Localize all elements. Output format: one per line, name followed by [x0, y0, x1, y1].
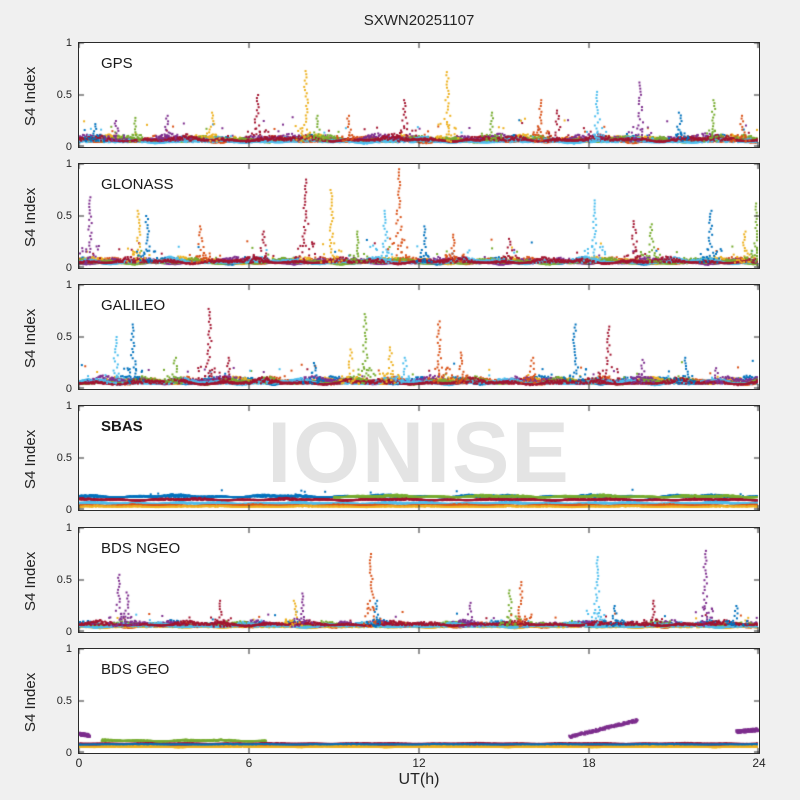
- x-tick-label: 12: [412, 756, 426, 770]
- subplot-bds-geo: BDS GEO: [78, 648, 760, 754]
- y-tick-label: 1: [65, 279, 72, 291]
- scatter-plot-bds-geo: [79, 649, 759, 753]
- panel-label-glonass: GLONASS: [101, 176, 174, 193]
- panel-label-sbas: SBAS: [101, 418, 143, 435]
- x-tick-label: 24: [752, 756, 766, 770]
- y-tick-label: 0: [65, 747, 72, 759]
- y-tick-label: 1: [65, 158, 72, 170]
- x-tick-label: 6: [245, 756, 253, 770]
- x-axis-label: UT(h): [398, 771, 440, 788]
- y-tick-label: 0: [65, 262, 72, 274]
- y-tick-label: 1: [65, 643, 72, 655]
- subplot-gps: GPS: [78, 42, 760, 148]
- scatter-plot-glonass: [79, 164, 759, 268]
- figure-title: SXWN20251107: [363, 12, 475, 29]
- y-tick-label: 1: [65, 522, 72, 534]
- panel-label-bds-ngeo: BDS NGEO: [101, 540, 181, 557]
- y-tick-label: 0: [65, 141, 72, 153]
- scatter-plot-galileo: [79, 285, 759, 389]
- subplot-sbas: IONISE SBAS: [78, 405, 760, 511]
- x-tick-label: 18: [582, 756, 596, 770]
- scatter-plot-bds-ngeo: [79, 528, 759, 632]
- panel-label-gps: GPS: [101, 55, 133, 72]
- subplot-glonass: GLONASS: [78, 163, 760, 269]
- panel-label-galileo: GALILEO: [101, 297, 166, 314]
- y-tick-label: 0: [65, 383, 72, 395]
- y-tick-label: 0.5: [56, 89, 72, 101]
- subplot-bds-ngeo: BDS NGEO: [78, 527, 760, 633]
- y-tick-label: 0: [65, 504, 72, 516]
- scatter-plot-sbas: [79, 406, 759, 510]
- y-tick-label: 0.5: [56, 452, 72, 464]
- y-tick-label: 0.5: [56, 695, 72, 707]
- x-tick-label: 0: [75, 756, 83, 770]
- y-tick-label: 0.5: [56, 574, 72, 586]
- y-tick-label: 0.5: [56, 210, 72, 222]
- y-tick-label: 0.5: [56, 331, 72, 343]
- y-tick-label: 0: [65, 626, 72, 638]
- subplot-galileo: GALILEO: [78, 284, 760, 390]
- y-tick-label: 1: [65, 400, 72, 412]
- scatter-plot-gps: [79, 43, 759, 147]
- panel-label-bds-geo: BDS GEO: [101, 661, 170, 678]
- y-tick-label: 1: [65, 37, 72, 49]
